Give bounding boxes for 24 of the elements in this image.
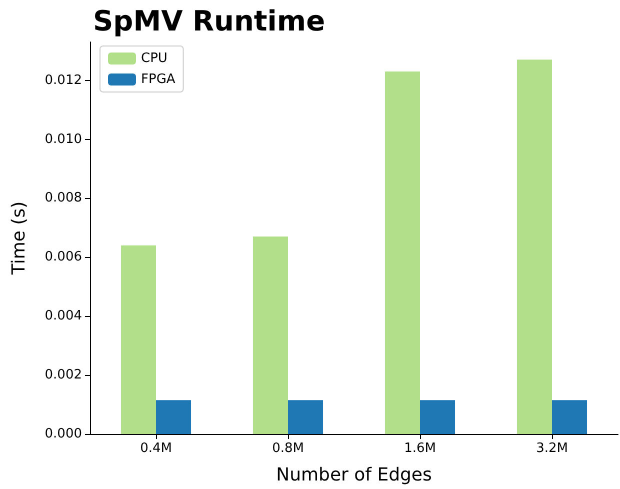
y-tick-label: 0.004	[44, 308, 82, 324]
x-tick-label: 3.2M	[536, 441, 568, 456]
y-tick-label: 0.008	[44, 190, 82, 206]
x-axis-title: Number of Edges	[276, 464, 432, 486]
bar	[288, 400, 323, 434]
legend-label: CPU	[141, 51, 168, 66]
bar	[420, 400, 455, 434]
x-tick-label: 0.4M	[140, 441, 172, 456]
bar	[253, 236, 288, 434]
bar	[156, 400, 191, 434]
y-tick-label: 0.000	[44, 426, 82, 442]
y-tick-label: 0.012	[44, 72, 82, 88]
y-tick-label: 0.006	[44, 250, 82, 265]
x-tick-label: 0.8M	[272, 441, 304, 456]
y-tick-label: 0.002	[44, 368, 82, 383]
y-tick-label: 0.010	[44, 132, 82, 147]
legend-label: FPGA	[141, 72, 176, 87]
bar	[121, 245, 156, 434]
x-tick-label: 1.6M	[404, 441, 436, 456]
bar	[552, 400, 587, 434]
y-axis-title: Time (s)	[8, 201, 30, 276]
chart-title: SpMV Runtime	[93, 4, 326, 38]
bar	[517, 60, 552, 434]
bar	[385, 71, 420, 434]
